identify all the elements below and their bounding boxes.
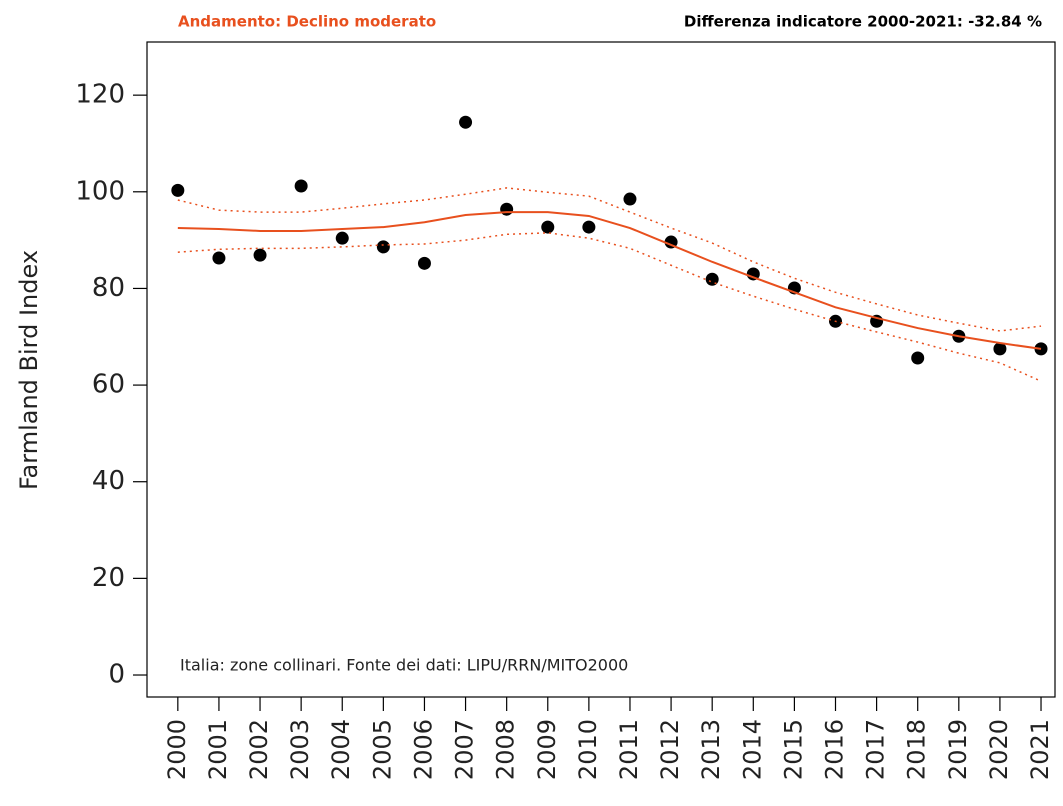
data-point bbox=[417, 256, 431, 270]
x-tick-label: 2015 bbox=[779, 719, 807, 780]
y-tick-label: 100 bbox=[75, 176, 125, 206]
x-tick-label: 2013 bbox=[697, 719, 725, 780]
x-tick-label: 2012 bbox=[656, 719, 684, 780]
y-tick-label: 120 bbox=[75, 80, 125, 110]
data-point bbox=[335, 231, 349, 245]
x-tick-label: 2001 bbox=[204, 719, 232, 780]
data-point bbox=[171, 183, 185, 197]
confidence-line bbox=[177, 232, 1042, 382]
y-tick-label: 60 bbox=[92, 370, 125, 400]
data-point bbox=[500, 202, 514, 216]
x-tick-label: 2021 bbox=[1026, 719, 1054, 780]
chart-title: Andamento: Declino moderato bbox=[178, 13, 436, 31]
data-point bbox=[705, 272, 719, 286]
x-tick-label: 2019 bbox=[944, 719, 972, 780]
x-tick-label: 2016 bbox=[821, 719, 849, 780]
y-tick-label: 80 bbox=[92, 273, 125, 303]
x-tick-label: 2011 bbox=[615, 719, 643, 780]
chart-subtitle: Differenza indicatore 2000-2021: -32.84 … bbox=[684, 13, 1042, 31]
data-point bbox=[911, 351, 925, 365]
data-point bbox=[541, 220, 555, 234]
x-tick-label: 2020 bbox=[985, 719, 1013, 780]
x-tick-label: 2000 bbox=[163, 719, 191, 780]
confidence-line bbox=[177, 187, 1042, 332]
data-point bbox=[376, 240, 390, 254]
data-point bbox=[294, 179, 308, 193]
x-tick-label: 2010 bbox=[574, 719, 602, 780]
y-tick-label: 20 bbox=[92, 563, 125, 593]
x-tick-label: 2006 bbox=[409, 719, 437, 780]
x-tick-label: 2003 bbox=[286, 719, 314, 780]
x-tick-label: 2017 bbox=[862, 719, 890, 780]
plot-frame bbox=[146, 41, 1056, 698]
y-tick-label: 0 bbox=[108, 660, 125, 690]
x-tick-label: 2004 bbox=[327, 719, 355, 780]
y-axis-label: Farmland Bird Index bbox=[15, 250, 43, 490]
x-tick-label: 2014 bbox=[738, 719, 766, 780]
data-point bbox=[623, 192, 637, 206]
data-point bbox=[746, 267, 760, 281]
data-point bbox=[582, 220, 596, 234]
data-point bbox=[253, 248, 267, 262]
x-tick-label: 2002 bbox=[245, 719, 273, 780]
x-tick-label: 2009 bbox=[533, 719, 561, 780]
trend-line bbox=[177, 211, 1042, 350]
x-tick-label: 2005 bbox=[368, 719, 396, 780]
data-point bbox=[212, 251, 226, 265]
annotation: Italia: zone collinari. Fonte dei dati: … bbox=[180, 656, 628, 675]
y-tick-label: 40 bbox=[92, 466, 125, 496]
x-tick-label: 2018 bbox=[903, 719, 931, 780]
data-point bbox=[993, 342, 1007, 356]
x-tick-label: 2007 bbox=[451, 719, 479, 780]
x-tick-label: 2008 bbox=[492, 719, 520, 780]
data-point bbox=[459, 115, 473, 129]
